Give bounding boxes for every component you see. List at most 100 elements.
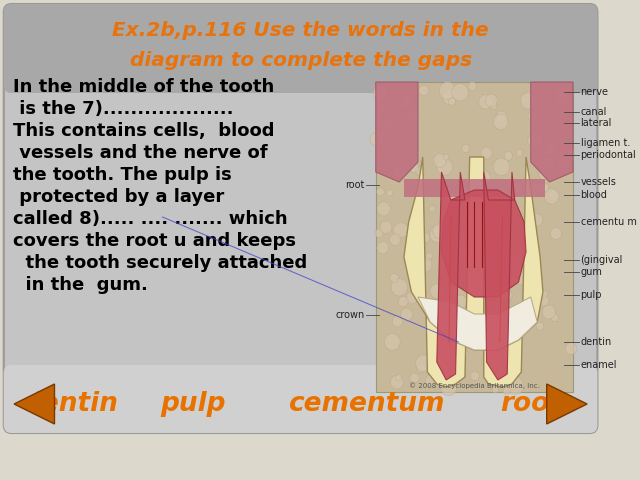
Circle shape xyxy=(405,252,415,263)
Text: gum: gum xyxy=(580,267,602,277)
Circle shape xyxy=(500,289,512,301)
Circle shape xyxy=(401,308,413,321)
Circle shape xyxy=(476,326,492,344)
Bar xyxy=(376,82,573,392)
Circle shape xyxy=(433,224,446,239)
Circle shape xyxy=(449,98,456,106)
Circle shape xyxy=(534,122,540,128)
Circle shape xyxy=(417,363,426,373)
Circle shape xyxy=(512,183,521,192)
Circle shape xyxy=(536,322,544,330)
Circle shape xyxy=(441,379,457,396)
Polygon shape xyxy=(484,172,515,380)
Text: ligamen t.: ligamen t. xyxy=(580,138,630,148)
Circle shape xyxy=(492,385,499,393)
Circle shape xyxy=(481,147,492,159)
Circle shape xyxy=(539,295,549,306)
Circle shape xyxy=(391,279,408,296)
Polygon shape xyxy=(404,157,543,387)
Text: canal: canal xyxy=(580,107,607,117)
Circle shape xyxy=(521,92,536,109)
Circle shape xyxy=(430,226,445,243)
Polygon shape xyxy=(418,297,538,350)
Circle shape xyxy=(565,342,577,355)
Circle shape xyxy=(468,82,476,91)
Circle shape xyxy=(390,274,399,283)
FancyBboxPatch shape xyxy=(4,4,597,433)
Circle shape xyxy=(509,261,517,269)
Circle shape xyxy=(380,221,392,234)
Text: protected by a layer: protected by a layer xyxy=(13,188,225,206)
Circle shape xyxy=(472,258,481,267)
Circle shape xyxy=(531,109,540,119)
Circle shape xyxy=(419,85,429,96)
Circle shape xyxy=(537,182,549,194)
Circle shape xyxy=(394,223,408,238)
Circle shape xyxy=(496,331,509,345)
Circle shape xyxy=(540,290,547,298)
Circle shape xyxy=(378,132,388,142)
Circle shape xyxy=(398,296,408,307)
Circle shape xyxy=(490,340,497,348)
Bar xyxy=(404,179,545,197)
Circle shape xyxy=(504,152,513,160)
Circle shape xyxy=(551,314,559,322)
Circle shape xyxy=(485,94,497,107)
Circle shape xyxy=(503,386,510,395)
Polygon shape xyxy=(376,82,418,182)
Circle shape xyxy=(444,192,455,204)
Circle shape xyxy=(396,374,402,381)
Circle shape xyxy=(493,114,508,130)
Circle shape xyxy=(444,356,456,369)
Circle shape xyxy=(406,291,418,304)
Text: covers the root u and keeps: covers the root u and keeps xyxy=(13,232,296,250)
Circle shape xyxy=(375,229,383,238)
Circle shape xyxy=(426,374,438,387)
Text: blood: blood xyxy=(580,190,607,200)
Text: the tooth securely attached: the tooth securely attached xyxy=(13,254,307,272)
Circle shape xyxy=(482,355,495,369)
Circle shape xyxy=(528,111,538,121)
Circle shape xyxy=(452,84,468,101)
Circle shape xyxy=(536,288,545,297)
Text: vessels and the nerve of: vessels and the nerve of xyxy=(13,144,268,162)
Circle shape xyxy=(548,191,558,201)
Circle shape xyxy=(392,316,403,327)
Circle shape xyxy=(410,373,419,383)
Circle shape xyxy=(477,170,490,184)
Circle shape xyxy=(545,189,559,204)
Text: in the  gum.: in the gum. xyxy=(13,276,148,294)
Circle shape xyxy=(513,271,526,285)
Circle shape xyxy=(390,234,401,245)
Circle shape xyxy=(392,163,406,179)
Circle shape xyxy=(426,252,433,259)
Circle shape xyxy=(378,106,387,115)
Text: dentin: dentin xyxy=(22,391,118,417)
Text: the tooth. The pulp is: the tooth. The pulp is xyxy=(13,166,232,184)
Polygon shape xyxy=(531,82,573,182)
Circle shape xyxy=(541,184,548,192)
Circle shape xyxy=(385,334,400,350)
Circle shape xyxy=(531,214,543,226)
Circle shape xyxy=(443,90,456,105)
Circle shape xyxy=(539,168,550,180)
Polygon shape xyxy=(547,384,587,424)
Circle shape xyxy=(415,195,422,203)
Circle shape xyxy=(387,190,392,196)
Text: is the 7)...................: is the 7)................... xyxy=(13,100,234,118)
Circle shape xyxy=(406,109,419,121)
Circle shape xyxy=(542,305,556,319)
Circle shape xyxy=(461,144,470,153)
Circle shape xyxy=(516,149,523,156)
Text: Ex.2b,p.116 Use the words in the: Ex.2b,p.116 Use the words in the xyxy=(112,22,489,40)
Circle shape xyxy=(566,148,574,157)
Circle shape xyxy=(439,82,456,99)
Text: called 8)..... .... ....... which: called 8)..... .... ....... which xyxy=(13,210,288,228)
Circle shape xyxy=(400,96,415,112)
Text: lateral: lateral xyxy=(580,118,612,128)
Circle shape xyxy=(494,192,500,198)
Circle shape xyxy=(433,154,447,168)
Text: crown: crown xyxy=(335,310,364,320)
Text: nerve: nerve xyxy=(580,87,609,97)
Circle shape xyxy=(390,375,403,389)
